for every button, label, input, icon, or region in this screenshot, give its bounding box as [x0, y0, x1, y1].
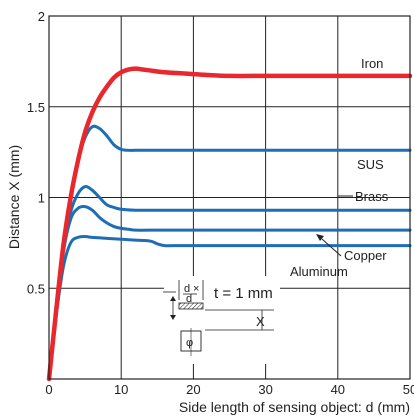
y-tick-label: 1.5	[27, 100, 45, 115]
y-tick-label: 0.5	[27, 281, 45, 296]
x-tick-label: 0	[45, 382, 52, 397]
label-aluminum: Aluminum	[290, 264, 348, 279]
leader-copper	[321, 238, 342, 257]
inset-thickness-label: t = 1 mm	[214, 285, 273, 302]
y-tick-label: 1	[38, 191, 45, 206]
series-line-copper	[47, 235, 412, 381]
label-iron: Iron	[361, 56, 383, 71]
x-tick-label: 40	[331, 382, 345, 397]
x-tick-label: 20	[186, 382, 200, 397]
inset-sensor-symbol: φ	[186, 337, 193, 349]
inset-distance-label: X	[256, 314, 265, 329]
inset-d-top: d	[184, 283, 190, 295]
x-tick-label: 30	[258, 382, 272, 397]
label-copper: Copper	[344, 248, 387, 263]
series-layer	[46, 66, 413, 382]
inset-arrow-up	[170, 296, 176, 301]
inset-target-plate	[178, 302, 204, 310]
label-sus: SUS	[357, 157, 384, 172]
leader-arrowhead	[316, 234, 324, 241]
inset-d-bottom: d	[186, 293, 192, 305]
tick-layer: 0 10 20 30 40 50 0.5 1 1.5 2	[27, 9, 414, 397]
series-line-iron	[46, 66, 413, 382]
x-axis-title: Side length of sensing object: d (mm)	[179, 399, 410, 415]
y-axis-title: Distance X (mm)	[6, 145, 22, 249]
x-tick-label: 50	[403, 382, 414, 397]
label-brass: Brass	[355, 189, 389, 204]
y-tick-label: 2	[38, 9, 45, 24]
series-line-aluminum	[47, 204, 412, 381]
x-tick-label: 10	[114, 382, 128, 397]
label-layer: Iron SUS Brass Copper Aluminum	[290, 56, 389, 279]
inset-arrow-down	[170, 315, 176, 320]
plot-frame	[48, 15, 411, 380]
inset-times: ×	[193, 283, 199, 295]
inset-diagram: d × d t = 1 mm X φ	[163, 276, 280, 364]
